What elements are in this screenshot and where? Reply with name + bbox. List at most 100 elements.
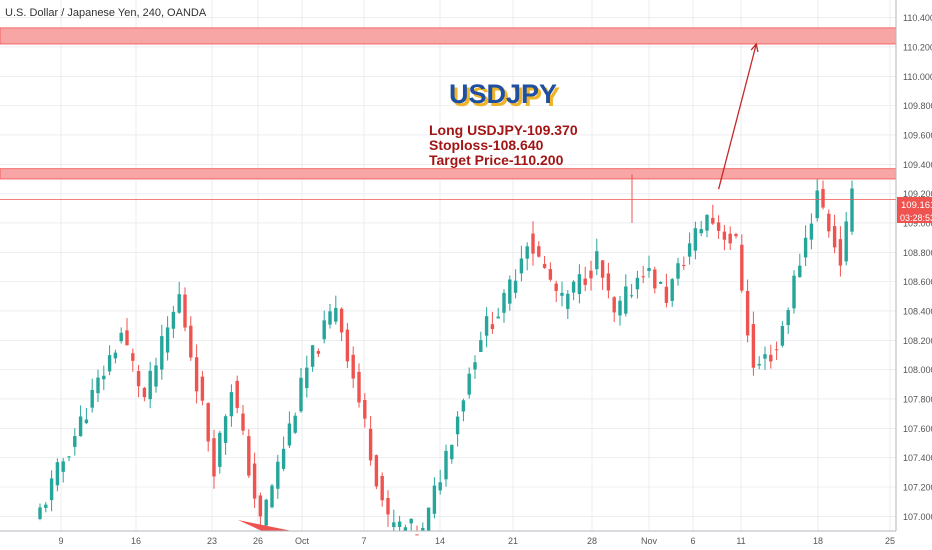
candle[interactable]	[183, 287, 187, 332]
candle[interactable]	[838, 226, 843, 277]
candle[interactable]	[537, 241, 541, 258]
candle[interactable]	[519, 245, 524, 282]
candle[interactable]	[67, 455, 71, 461]
candle[interactable]	[241, 405, 245, 436]
candle[interactable]	[641, 265, 645, 284]
candle[interactable]	[421, 522, 425, 531]
candle[interactable]	[566, 290, 570, 320]
candle[interactable]	[769, 344, 773, 369]
candle[interactable]	[351, 346, 355, 389]
candle[interactable]	[415, 525, 419, 536]
candle[interactable]	[397, 515, 402, 531]
candle[interactable]	[270, 483, 274, 509]
candle[interactable]	[212, 429, 216, 489]
candle[interactable]	[786, 307, 790, 334]
candle[interactable]	[96, 369, 100, 403]
candle[interactable]	[844, 211, 848, 266]
candle[interactable]	[432, 477, 437, 519]
candle[interactable]	[722, 224, 727, 251]
candle[interactable]	[310, 344, 315, 372]
candle[interactable]	[682, 256, 686, 270]
candle[interactable]	[409, 518, 413, 531]
symbol-label[interactable]: U.S. Dollar / Japanese Yen, 240, OANDA	[5, 7, 207, 19]
candle[interactable]	[107, 345, 112, 376]
candle[interactable]	[194, 344, 199, 404]
candle[interactable]	[618, 295, 622, 326]
candle[interactable]	[711, 204, 715, 225]
candle[interactable]	[450, 444, 454, 464]
candle[interactable]	[589, 260, 593, 291]
candle[interactable]	[357, 363, 361, 408]
candle[interactable]	[44, 502, 48, 513]
candles[interactable]	[38, 179, 854, 536]
candle[interactable]	[699, 221, 703, 237]
candle[interactable]	[751, 311, 756, 376]
candle[interactable]	[734, 232, 738, 239]
candle[interactable]	[293, 412, 297, 434]
candle[interactable]	[832, 214, 837, 254]
candle[interactable]	[119, 327, 123, 344]
candle[interactable]	[600, 259, 605, 290]
candle[interactable]	[218, 430, 222, 474]
candle[interactable]	[513, 269, 518, 299]
candle[interactable]	[629, 283, 634, 299]
candle[interactable]	[299, 367, 303, 413]
candle[interactable]	[252, 452, 257, 508]
candle[interactable]	[73, 428, 77, 456]
time-axis[interactable]: 9 16 23 26 Oct 7 14 21 28 Nov 6 11 18 25	[58, 536, 895, 546]
candle[interactable]	[479, 331, 483, 353]
candle[interactable]	[635, 270, 640, 299]
candle[interactable]	[658, 281, 663, 284]
candle[interactable]	[821, 180, 825, 210]
candle[interactable]	[740, 234, 744, 293]
candle[interactable]	[235, 375, 239, 414]
candle[interactable]	[90, 378, 94, 413]
candle[interactable]	[322, 310, 326, 344]
candle[interactable]	[780, 321, 785, 348]
candle[interactable]	[328, 303, 332, 329]
candle[interactable]	[177, 281, 181, 314]
candle[interactable]	[670, 277, 674, 307]
candle[interactable]	[363, 393, 367, 428]
candle[interactable]	[200, 371, 205, 406]
candle[interactable]	[386, 490, 390, 527]
candle[interactable]	[554, 280, 558, 303]
target-arrow-line[interactable]	[717, 43, 757, 190]
candle[interactable]	[577, 264, 582, 304]
candle[interactable]	[223, 414, 228, 455]
candle[interactable]	[792, 270, 796, 314]
candle[interactable]	[281, 436, 286, 472]
candle[interactable]	[490, 311, 495, 334]
candle[interactable]	[247, 429, 251, 479]
candle[interactable]	[612, 296, 616, 323]
candle[interactable]	[693, 221, 698, 260]
candle[interactable]	[676, 257, 680, 286]
candle[interactable]	[49, 470, 54, 512]
candle[interactable]	[84, 408, 89, 425]
candle[interactable]	[264, 498, 268, 531]
candle[interactable]	[664, 273, 669, 308]
candle[interactable]	[136, 364, 141, 398]
candle[interactable]	[815, 179, 819, 222]
candle[interactable]	[827, 209, 831, 238]
candle[interactable]	[345, 323, 350, 369]
candle[interactable]	[229, 384, 234, 427]
candle[interactable]	[850, 180, 854, 235]
candle[interactable]	[624, 274, 628, 317]
candle[interactable]	[148, 361, 152, 409]
candle[interactable]	[403, 524, 408, 531]
candle[interactable]	[705, 214, 709, 238]
candle[interactable]	[461, 398, 466, 422]
candle[interactable]	[125, 318, 129, 346]
zone-rect[interactable]	[0, 27, 897, 45]
candle[interactable]	[687, 232, 692, 265]
candle[interactable]	[189, 316, 193, 361]
candle[interactable]	[455, 411, 460, 447]
candle[interactable]	[380, 472, 384, 507]
candle[interactable]	[61, 458, 65, 483]
candle[interactable]	[154, 357, 158, 393]
zone-rect[interactable]	[0, 168, 897, 180]
candle[interactable]	[571, 280, 576, 301]
candle[interactable]	[334, 295, 338, 325]
candle[interactable]	[374, 454, 379, 490]
